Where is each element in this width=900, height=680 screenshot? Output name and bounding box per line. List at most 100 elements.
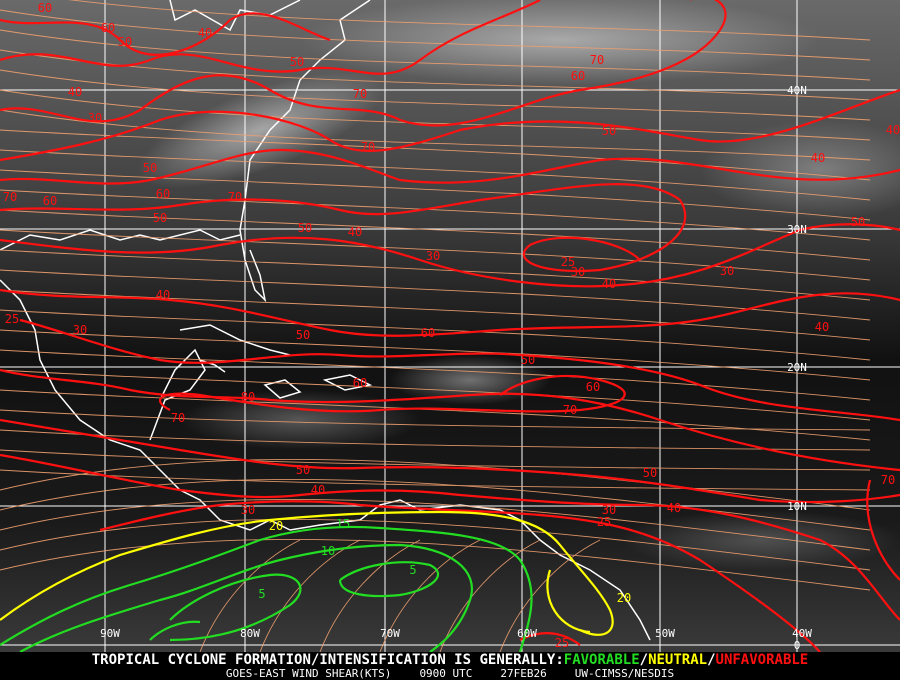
- streamline: [0, 449, 871, 471]
- unfavorable-contours: [0, 0, 900, 652]
- streamline: [499, 539, 601, 652]
- unfavorable-label: UNFAVORABLE: [715, 652, 809, 668]
- separator: /: [707, 652, 716, 668]
- contour-label: 50: [521, 353, 535, 367]
- contour-label: 25: [555, 636, 569, 650]
- contour-label: 30: [571, 265, 585, 279]
- contour-label: 40: [815, 320, 829, 334]
- contour-label: 50: [296, 328, 310, 342]
- latitude-label: 30N: [787, 223, 807, 236]
- contour-label: 20: [617, 591, 631, 605]
- contour-label: 40: [311, 483, 325, 497]
- contour-label: 70: [361, 140, 375, 154]
- streamline: [0, 518, 871, 571]
- contour-label: 50: [298, 221, 312, 235]
- contour-label: 40: [156, 288, 170, 302]
- streamline: [0, 429, 871, 451]
- data-source: UW-CIMSS/NESDIS: [574, 667, 675, 680]
- longitude-label: 50W: [655, 627, 675, 640]
- contour-label: 25: [597, 515, 611, 529]
- latitude-label: 40N: [787, 84, 807, 97]
- headline-prefix: TROPICAL CYCLONE FORMATION/INTENSIFICATI…: [91, 652, 564, 668]
- longitude-label: 80W: [240, 627, 260, 640]
- neutral-contours: [0, 510, 614, 636]
- longitude-label: 70W: [380, 627, 400, 640]
- contour-label: 15: [336, 517, 350, 531]
- contour-label: 60: [101, 21, 115, 35]
- contour-label: 50: [153, 211, 167, 225]
- contour-label: 70: [228, 190, 242, 204]
- contour-label: 70: [3, 190, 17, 204]
- streamline: [0, 269, 871, 321]
- separator: /: [639, 652, 649, 668]
- contour-label: 70: [353, 87, 367, 101]
- streamline: [0, 409, 871, 431]
- streamline: [319, 539, 421, 652]
- valid-time: 0900 UTC: [419, 667, 473, 680]
- contour-label: 40: [811, 151, 825, 165]
- contour-label: 30: [73, 323, 87, 337]
- streamline: [0, 29, 871, 81]
- valid-date: 27FEB26: [500, 667, 547, 680]
- contour-label: 40: [68, 85, 82, 99]
- latitude-label: 10N: [787, 500, 807, 513]
- streamline: [0, 69, 871, 121]
- contour-label: 70: [171, 411, 185, 425]
- streamline: [0, 458, 871, 511]
- latitude-label: 20N: [787, 361, 807, 374]
- contour-label: 30: [602, 503, 616, 517]
- streamline: [0, 249, 871, 301]
- streamline: [0, 9, 871, 61]
- streamline: [0, 189, 871, 241]
- streamline: [199, 539, 301, 652]
- streamline: [0, 469, 871, 491]
- contour-label: 60: [571, 69, 585, 83]
- headline: TROPICAL CYCLONE FORMATION/INTENSIFICATI…: [0, 652, 900, 668]
- streamline: [0, 498, 871, 551]
- contour-label: 50: [602, 124, 616, 138]
- product-info: GOES-EAST WIND SHEAR(KTS) 0900 UTC 27FEB26…: [0, 668, 900, 680]
- contour-label: 60: [38, 1, 52, 15]
- contour-label: 5: [258, 587, 265, 601]
- longitude-label: 90W: [100, 627, 120, 640]
- neutral-label: NEUTRAL: [648, 652, 708, 668]
- contour-label: 50: [290, 55, 304, 69]
- streamline: [0, 289, 871, 341]
- streamline: [0, 329, 871, 381]
- streamline: [439, 539, 541, 652]
- streamlines: [0, 0, 871, 652]
- contour-label: 60: [156, 187, 170, 201]
- contour-label: 5: [409, 563, 416, 577]
- contour-label: 50: [118, 35, 132, 49]
- longitude-label: 40W: [792, 627, 812, 640]
- streamline: [0, 309, 871, 361]
- contour-label: 30: [720, 264, 734, 278]
- streamline: [0, 149, 871, 201]
- contour-label: 40: [348, 225, 362, 239]
- longitude-label: 60W: [517, 627, 537, 640]
- contour-label: 20: [269, 519, 283, 533]
- favorable-contours: [0, 525, 533, 652]
- contour-label: 50: [143, 161, 157, 175]
- contour-label: 30: [426, 249, 440, 263]
- cloud-features: [137, 0, 900, 570]
- favorable-label: FAVORABLE: [563, 652, 640, 668]
- streamline: [0, 349, 871, 401]
- contour-label: 70: [881, 473, 895, 487]
- streamline: [0, 209, 871, 261]
- contour-label: 30: [241, 503, 255, 517]
- contour-label: 60: [43, 194, 57, 208]
- contour-label: 10: [321, 544, 335, 558]
- contour-label: 50: [296, 463, 310, 477]
- contour-label: 40: [198, 26, 212, 40]
- streamline: [379, 539, 481, 652]
- contour-label: 70: [563, 403, 577, 417]
- contour-label: 40: [667, 501, 681, 515]
- streamline: [0, 369, 871, 421]
- caption: TROPICAL CYCLONE FORMATION/INTENSIFICATI…: [0, 652, 900, 680]
- contour-label: 80: [241, 390, 255, 404]
- streamline: [0, 538, 871, 591]
